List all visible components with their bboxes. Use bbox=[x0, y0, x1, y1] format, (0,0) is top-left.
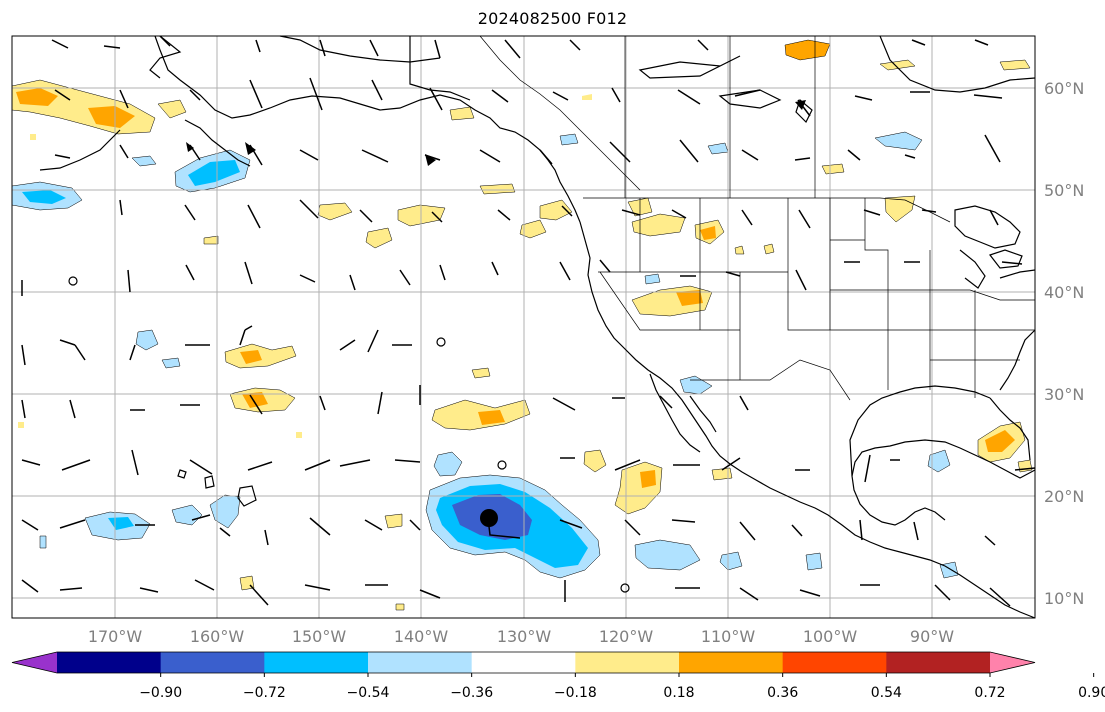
point-markers bbox=[186, 100, 806, 527]
colorbar-segment bbox=[57, 652, 162, 673]
colorbar-segment bbox=[886, 652, 991, 673]
negative-anomaly-fills bbox=[11, 131, 959, 579]
colorbar: −0.90 −0.72 −0.54 −0.36 −0.18 0.18 0.36 0.54 0.7… bbox=[11, 651, 1105, 701]
lon-label: 100°W bbox=[803, 627, 858, 646]
lon-label: 90°W bbox=[910, 627, 954, 646]
colorbar-tick-label: −0.72 bbox=[243, 685, 286, 701]
wind-barbs bbox=[21, 35, 1036, 607]
colorbar-extend-high bbox=[990, 652, 1035, 673]
lat-label: 10°N bbox=[1044, 589, 1084, 608]
lat-label: 40°N bbox=[1044, 283, 1084, 302]
colorbar-segment bbox=[679, 652, 784, 673]
lon-label: 150°W bbox=[292, 627, 347, 646]
colorbar-tick-label: 0.54 bbox=[871, 685, 902, 701]
colorbar-tick-label: −0.18 bbox=[554, 685, 597, 701]
lon-label: 120°W bbox=[599, 627, 654, 646]
colorbar-tick-label: 0.72 bbox=[974, 685, 1005, 701]
colorbar-segment bbox=[368, 652, 473, 673]
colorbar-segment bbox=[471, 652, 576, 673]
gridlines bbox=[12, 36, 1035, 618]
colorbar-outline bbox=[11, 651, 1036, 674]
colorbar-segment bbox=[575, 652, 680, 673]
colorbar-segment bbox=[160, 652, 265, 673]
colorbar-extend-low bbox=[12, 652, 57, 673]
lon-label: 160°W bbox=[190, 627, 245, 646]
colorbar-tick-label: −0.36 bbox=[450, 685, 493, 701]
political-borders bbox=[479, 35, 1035, 401]
colorbar-tick-label: 0.36 bbox=[767, 685, 798, 701]
lon-label: 170°W bbox=[88, 627, 143, 646]
lat-label: 60°N bbox=[1044, 79, 1084, 98]
colorbar-tick-label: 0.90 bbox=[1078, 685, 1105, 701]
colorbar-tick-label: −0.54 bbox=[347, 685, 390, 701]
colorbar-segment bbox=[782, 652, 887, 673]
map-frame bbox=[11, 35, 1036, 619]
longitude-labels: 170°W 160°W 150°W 140°W 130°W 120°W 110°… bbox=[88, 627, 954, 646]
colorbar-tick-label: −0.90 bbox=[139, 685, 182, 701]
chart-title: 2024082500 F012 bbox=[477, 9, 628, 28]
lon-label: 110°W bbox=[701, 627, 756, 646]
latitude-labels: 60°N 50°N 40°N 30°N 20°N 10°N bbox=[1044, 79, 1084, 608]
colorbar-tick-label: 0.18 bbox=[663, 685, 694, 701]
lat-label: 20°N bbox=[1044, 487, 1084, 506]
colorbar-segment bbox=[264, 652, 369, 673]
lat-label: 50°N bbox=[1044, 181, 1084, 200]
lon-label: 140°W bbox=[394, 627, 449, 646]
lon-label: 130°W bbox=[497, 627, 552, 646]
lat-label: 30°N bbox=[1044, 385, 1084, 404]
